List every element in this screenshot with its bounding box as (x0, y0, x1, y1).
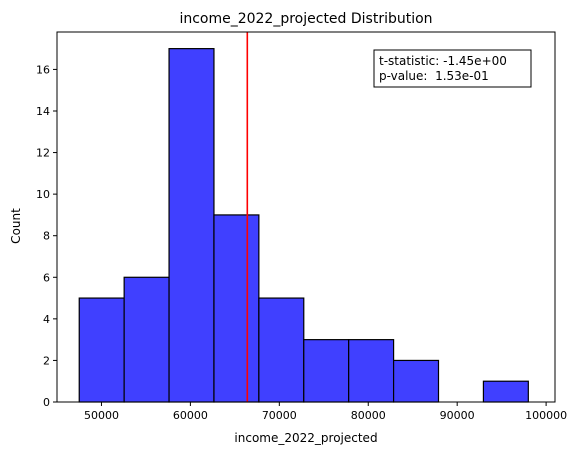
histogram-bar (303, 339, 350, 403)
y-ticks: 0 2 4 6 8 10 12 14 16 (36, 63, 57, 409)
stats-annotation-box (373, 49, 532, 88)
y-tick-label: 6 (43, 271, 50, 284)
chart-title: income_2022_projected Distribution (179, 11, 432, 27)
axes-frame (56, 31, 556, 403)
histogram-bar (482, 380, 529, 403)
bars-group (78, 48, 529, 403)
x-tick-label: 60000 (173, 409, 208, 422)
x-tick-label: 70000 (262, 409, 297, 422)
y-tick-label: 4 (43, 313, 50, 326)
t-statistic-text: t-statistic: -1.45e+00 (379, 54, 507, 68)
x-ticks: 50000 60000 70000 80000 90000 100000 (84, 402, 567, 422)
histogram-bar (123, 276, 170, 403)
histogram-bar (258, 297, 305, 403)
y-tick-label: 0 (43, 396, 50, 409)
y-tick-label: 10 (36, 188, 50, 201)
y-tick-label: 16 (36, 63, 50, 76)
x-tick-label: 80000 (351, 409, 386, 422)
y-tick-label: 12 (36, 147, 50, 160)
y-tick-label: 8 (43, 230, 50, 243)
y-tick-label: 2 (43, 354, 50, 367)
y-tick-label: 14 (36, 105, 50, 118)
histogram-bar (392, 359, 440, 403)
x-tick-label: 90000 (440, 409, 475, 422)
y-axis-label: Count (9, 208, 23, 244)
x-tick-label: 100000 (525, 409, 567, 422)
histogram-bar (213, 214, 260, 403)
p-value-text: p-value: 1.53e-01 (379, 69, 489, 83)
x-axis-label: income_2022_projected (234, 431, 377, 445)
stats-annotation: t-statistic: -1.45e+00 p-value: 1.53e-01 (373, 49, 532, 88)
histogram-bar (168, 48, 215, 403)
x-tick-label: 50000 (84, 409, 119, 422)
histogram-bar (78, 297, 125, 403)
histogram-bar (348, 339, 395, 403)
